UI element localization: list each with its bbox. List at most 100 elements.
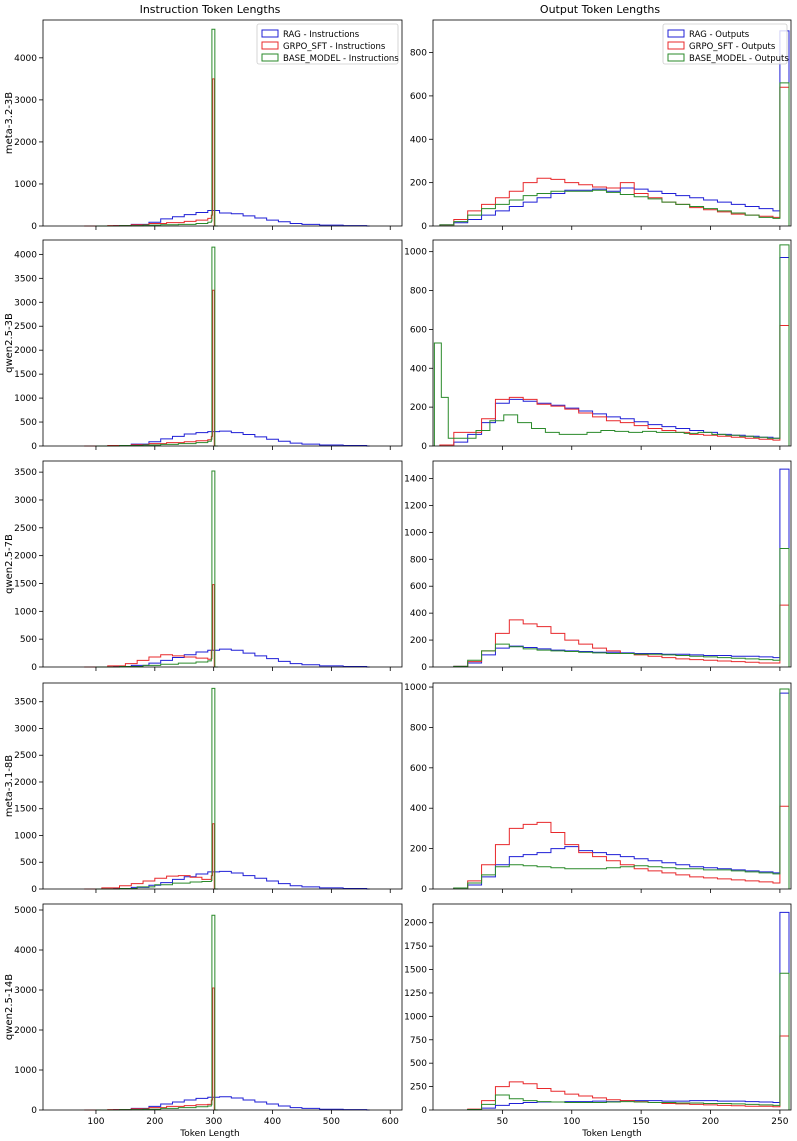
legend-swatch: [667, 41, 685, 50]
y-tick-label: 3000: [14, 298, 37, 308]
legend-label: GRPO_SFT - Instructions: [283, 42, 386, 52]
x-tick-label: 200: [146, 1117, 163, 1127]
y-tick-label: 1500: [404, 966, 427, 976]
y-tick-label: 3000: [14, 724, 37, 734]
y-tick-label: 600: [410, 582, 427, 592]
legend-swatch: [667, 53, 685, 62]
y-tick-label: 1500: [14, 579, 37, 589]
panel-qwen2.5-7B-outputs: 0 200 400 600 800 1000 1200 1400: [404, 460, 792, 673]
y-tick-label: 800: [410, 287, 427, 297]
y-tick-label: 1000: [14, 394, 37, 404]
legend: RAG - Outputs GRPO_SFT - Outputs BASE_MODE…: [662, 23, 789, 65]
y-tick-label: 2500: [14, 751, 37, 761]
x-axis-label-left: Token Length: [179, 1129, 240, 1139]
legend-label: RAG - Outputs: [689, 30, 750, 40]
y-tick-label: 750: [410, 1036, 427, 1046]
series-line-grpo_sft: [84, 584, 218, 668]
panel-meta-3.1-8B-outputs: 0 200 400 600 800 1000: [404, 682, 792, 895]
y-tick-label: 500: [20, 635, 37, 645]
axes-frame: [432, 903, 792, 1111]
axes-frame: [432, 460, 792, 668]
series-line-grpo_sft: [453, 805, 790, 889]
y-tick-label: 600: [410, 764, 427, 774]
y-tick-label: 200: [410, 845, 427, 855]
legend-swatch: [667, 29, 685, 38]
y-tick-label: 0: [31, 1106, 37, 1116]
y-tick-label: 1500: [14, 370, 37, 380]
legend-label: GRPO_SFT - Outputs: [689, 42, 776, 52]
y-tick-label: 3000: [14, 986, 37, 996]
y-tick-label: 500: [20, 418, 37, 428]
y-tick-label: 1000: [404, 248, 427, 258]
y-tick-label: 3000: [14, 496, 37, 506]
column-title-outputs: Output Token Lengths: [540, 3, 660, 16]
axes-frame: [42, 460, 403, 668]
legend-swatch: [261, 41, 279, 50]
x-tick-label: 150: [633, 1117, 650, 1127]
axes-frame: [432, 19, 792, 227]
y-tick-label: 500: [20, 858, 37, 868]
y-tick-label: 1200: [404, 501, 427, 511]
series-line-rag: [453, 692, 790, 889]
y-tick-label: 400: [410, 804, 427, 814]
series-line-base_model: [95, 246, 218, 447]
legend-box: [256, 23, 399, 65]
y-tick-label: 200: [410, 179, 427, 189]
series-line-base_model: [467, 972, 790, 1111]
y-tick-label: 250: [410, 1083, 427, 1093]
series-line-grpo_sft: [439, 325, 790, 446]
y-tick-label: 0: [31, 442, 37, 452]
series-line-rag: [439, 256, 790, 446]
y-tick-label: 3500: [14, 468, 37, 478]
series-line-rag: [453, 468, 790, 667]
legend-swatch: [261, 53, 279, 62]
series-line-grpo_sft: [84, 289, 218, 447]
y-tick-label: 0: [421, 442, 427, 452]
axes-frame: [42, 903, 403, 1111]
axes-frame: [432, 682, 792, 890]
y-tick-label: 0: [421, 1106, 427, 1116]
y-tick-label: 200: [410, 403, 427, 413]
series-line-base_model: [453, 688, 790, 889]
panel-meta-3.1-8B-instructions: 0 500 1000 1500 2000 2500 3000 3500 meta-3.1-8B: [4, 682, 403, 895]
y-tick-label: 1000: [404, 528, 427, 538]
y-tick-label: 1750: [404, 942, 427, 952]
y-tick-label: 400: [410, 364, 427, 374]
series-line-grpo_sft: [439, 86, 790, 226]
legend-box: [662, 23, 788, 65]
y-tick-label: 1000: [14, 607, 37, 617]
y-tick-label: 2000: [14, 138, 37, 148]
y-tick-label: 3500: [14, 698, 37, 708]
legend-label: RAG - Instructions: [283, 30, 360, 40]
series-line-grpo_sft: [84, 987, 218, 1111]
x-tick-label: 300: [205, 1117, 222, 1127]
legend-swatch: [261, 29, 279, 38]
y-tick-label: 1400: [404, 475, 427, 485]
y-tick-label: 200: [410, 636, 427, 646]
series-line-rag: [95, 430, 370, 447]
x-tick-label: 250: [771, 1117, 788, 1127]
legend: RAG - Instructions GRPO_SFT - Instruction…: [256, 23, 399, 65]
series-line-grpo_sft: [84, 78, 218, 227]
y-tick-label: 4000: [14, 54, 37, 64]
y-tick-label: 4000: [14, 946, 37, 956]
y-tick-label: 3000: [14, 96, 37, 106]
series-line-base_model: [95, 28, 218, 227]
y-tick-label: 2000: [14, 778, 37, 788]
x-axis-label-right: Token Length: [581, 1129, 642, 1139]
x-tick-label: 100: [87, 1117, 104, 1127]
y-axis-label-model: qwen2.5-7B: [4, 534, 15, 594]
panel-qwen2.5-14B-instructions: 0 1000 2000 3000 4000 5000 100 200 300 400 500 600 q…: [4, 903, 403, 1127]
y-tick-label: 600: [410, 92, 427, 102]
series-line-base_model: [439, 82, 790, 226]
x-tick-label: 400: [264, 1117, 281, 1127]
series-line-rag: [95, 870, 370, 890]
y-axis-label-model: meta-3.2-3B: [4, 92, 15, 154]
axes-frame: [42, 239, 403, 447]
series-line-rag: [95, 1096, 370, 1111]
y-tick-label: 2000: [14, 552, 37, 562]
panel-qwen2.5-14B-outputs: 0 250 500 750 1000 1250 1500 1750 2000 50 100 150 20…: [404, 903, 792, 1127]
series-line-rag: [95, 648, 370, 668]
